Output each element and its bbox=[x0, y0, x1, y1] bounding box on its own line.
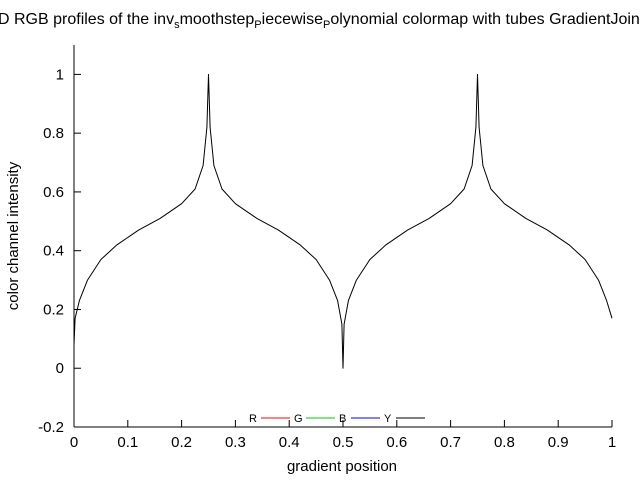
x-tick-label: 0 bbox=[70, 434, 78, 451]
series-layer bbox=[73, 73, 613, 369]
legend-label-y: Y bbox=[384, 413, 392, 425]
y-tick-label: 0.6 bbox=[43, 184, 64, 201]
x-tick-label: 0.3 bbox=[225, 434, 246, 451]
y-tick-label: 1 bbox=[56, 66, 64, 83]
x-tick-label: 0.2 bbox=[171, 434, 192, 451]
x-tick-label: 0.4 bbox=[279, 434, 300, 451]
x-axis-label: gradient position bbox=[287, 458, 397, 475]
legend-label-b: B bbox=[339, 413, 346, 425]
legend-label-r: R bbox=[249, 413, 257, 425]
x-tick-label: 0.8 bbox=[494, 434, 515, 451]
x-tick-label: 0.5 bbox=[333, 434, 354, 451]
chart-title: D RGB profiles of the invsmoothstepPiece… bbox=[0, 11, 640, 31]
x-tick-label: 1 bbox=[608, 434, 616, 451]
y-axis-ticks: -0.2 0 0.2 0.4 0.6 0.8 1 bbox=[38, 66, 81, 436]
legend-label-g: G bbox=[294, 413, 303, 425]
x-tick-label: 0.7 bbox=[440, 434, 461, 451]
y-tick-label: 0 bbox=[56, 360, 64, 377]
y-tick-label: 0.8 bbox=[43, 125, 64, 142]
x-axis-ticks: 0 0.1 0.2 0.3 0.4 0.5 0.6 0.7 0.8 0.9 1 bbox=[70, 420, 616, 451]
series-line-y bbox=[73, 73, 613, 369]
x-tick-label: 0.9 bbox=[548, 434, 569, 451]
x-tick-label: 0.1 bbox=[117, 434, 138, 451]
y-tick-label: -0.2 bbox=[38, 419, 64, 436]
y-axis-label: color channel intensity bbox=[5, 161, 22, 310]
y-tick-label: 0.4 bbox=[43, 243, 64, 260]
x-tick-label: 0.6 bbox=[386, 434, 407, 451]
y-tick-label: 0.2 bbox=[43, 301, 64, 318]
